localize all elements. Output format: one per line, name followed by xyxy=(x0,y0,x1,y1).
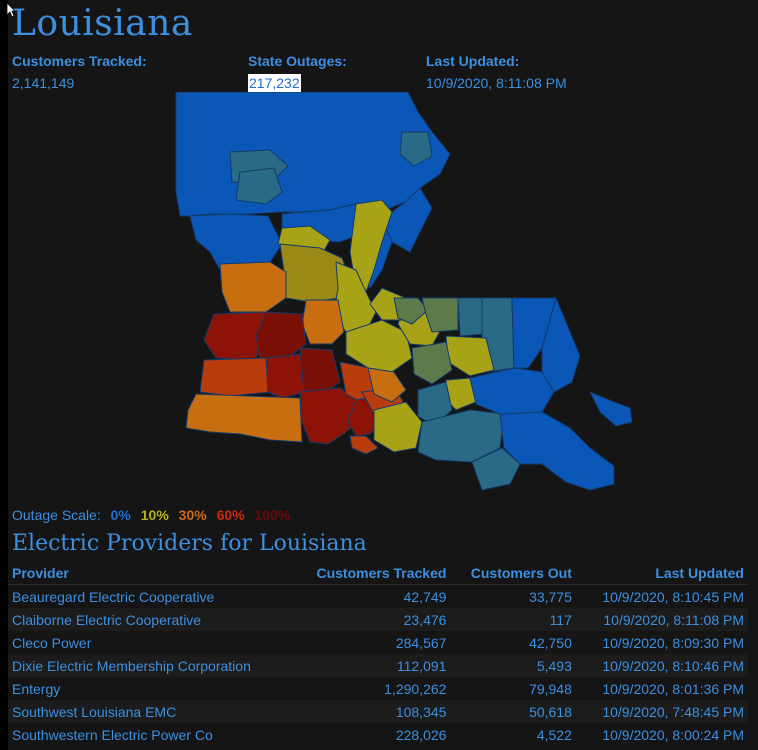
column-header-customers-tracked[interactable]: Customers Tracked xyxy=(291,562,451,585)
provider-name: Southwest Louisiana EMC xyxy=(8,700,292,723)
parish-region[interactable] xyxy=(265,353,307,399)
outage-scale-label: Outage Scale: xyxy=(12,507,101,523)
customers-tracked-label: Customers Tracked: xyxy=(12,53,147,69)
customers-out-cell: 42,750 xyxy=(529,634,572,651)
parish-region[interactable] xyxy=(421,297,459,333)
parish-region[interactable] xyxy=(588,391,633,427)
parish-region[interactable] xyxy=(373,401,423,453)
last-updated-cell: 10/9/2020, 8:00:24 PM xyxy=(602,726,744,743)
parish-region[interactable] xyxy=(349,199,393,293)
customers-tracked-cell: 228,026 xyxy=(395,726,447,743)
providers-heading: Electric Providers for Louisiana xyxy=(12,531,367,556)
table-row[interactable]: Beauregard Electric Cooperative 42,749 3… xyxy=(8,585,748,609)
provider-name: Southwestern Electric Power Co xyxy=(12,726,213,743)
parish-region[interactable] xyxy=(541,296,581,393)
parish-region[interactable] xyxy=(199,357,271,397)
scale-level-30: 30% xyxy=(178,507,207,523)
state-outages-label: State Outages: xyxy=(248,53,347,69)
state-outages-value[interactable]: 217,232 xyxy=(248,74,301,92)
customers-tracked-cell: 1,290,262 xyxy=(384,680,447,697)
customers-out-cell: 50,618 xyxy=(450,700,576,723)
customers-tracked-cell: 23,476 xyxy=(291,608,451,631)
last-updated-cell: 10/9/2020, 8:10:45 PM xyxy=(602,588,744,605)
customers-tracked-cell: 284,567 xyxy=(395,634,447,651)
scale-level-10: 10% xyxy=(140,507,169,523)
scale-level-0: 0% xyxy=(110,507,131,523)
parish-region[interactable] xyxy=(511,297,557,369)
customers-tracked-cell: 42,749 xyxy=(403,588,447,605)
parish-region[interactable] xyxy=(445,335,495,377)
customers-tracked-stat: Customers Tracked: 2,141,149 xyxy=(12,52,147,92)
parish-region[interactable] xyxy=(345,319,413,373)
last-updated-cell: 10/9/2020, 7:48:45 PM xyxy=(575,700,748,723)
last-updated-label: Last Updated: xyxy=(426,53,520,69)
parish-region[interactable] xyxy=(349,435,379,455)
parish-region[interactable] xyxy=(411,341,453,385)
last-updated-cell: 10/9/2020, 8:10:46 PM xyxy=(575,654,748,677)
providers-table: Provider Customers Tracked Customers Out… xyxy=(8,562,748,746)
last-updated-cell: 10/9/2020, 8:01:36 PM xyxy=(602,680,744,697)
customers-out-cell: 33,775 xyxy=(529,588,572,605)
provider-name: Dixie Electric Membership Corporation xyxy=(8,654,292,677)
last-updated-cell: 10/9/2020, 8:11:08 PM xyxy=(575,608,748,631)
customers-out-cell: 117 xyxy=(450,608,576,631)
provider-name: Cleco Power xyxy=(12,634,92,651)
table-row[interactable]: Southwest Louisiana EMC 108,345 50,618 1… xyxy=(8,700,748,723)
provider-name: Claiborne Electric Cooperative xyxy=(8,608,292,631)
parish-region[interactable] xyxy=(255,311,307,359)
table-row[interactable]: Dixie Electric Membership Corporation 11… xyxy=(8,654,748,677)
parish-region[interactable] xyxy=(235,167,283,205)
louisiana-outage-map[interactable] xyxy=(170,92,640,502)
table-header-row: Provider Customers Tracked Customers Out… xyxy=(8,562,748,585)
scale-level-100: 100% xyxy=(254,507,291,523)
parish-region[interactable] xyxy=(219,261,287,313)
column-header-last-updated[interactable]: Last Updated xyxy=(575,562,748,585)
table-row[interactable]: Southwestern Electric Power Co 228,026 4… xyxy=(8,723,748,746)
parish-region[interactable] xyxy=(393,297,429,325)
parish-region[interactable] xyxy=(499,411,615,491)
scale-level-60: 60% xyxy=(216,507,245,523)
table-row[interactable]: Claiborne Electric Cooperative 23,476 11… xyxy=(8,608,748,631)
parish-region[interactable] xyxy=(185,393,303,443)
column-header-provider[interactable]: Provider xyxy=(8,562,292,585)
provider-name: Entergy xyxy=(12,680,61,697)
last-updated-stat: Last Updated: 10/9/2020, 8:11:08 PM xyxy=(426,52,567,92)
page-title: Louisiana xyxy=(12,3,193,44)
customers-out-cell: 5,493 xyxy=(450,654,576,677)
last-updated-cell: 10/9/2020, 8:09:30 PM xyxy=(602,634,744,651)
outage-scale-legend: Outage Scale: 0% 10% 30% 60% 100% xyxy=(12,506,290,524)
last-updated-value: 10/9/2020, 8:11:08 PM xyxy=(426,75,567,91)
customers-tracked-cell: 112,091 xyxy=(291,654,451,677)
table-row[interactable]: Entergy 1,290,262 79,948 10/9/2020, 8:01… xyxy=(8,677,748,700)
parish-region[interactable] xyxy=(471,447,521,491)
column-header-customers-out[interactable]: Customers Out xyxy=(450,562,576,585)
window-edge xyxy=(0,0,8,750)
parish-region[interactable] xyxy=(399,131,433,167)
parish-region[interactable] xyxy=(301,299,345,345)
state-outages-stat: State Outages: 217,232 xyxy=(248,52,347,93)
customers-out-cell: 4,522 xyxy=(536,726,572,743)
customers-tracked-cell: 108,345 xyxy=(291,700,451,723)
customers-tracked-value: 2,141,149 xyxy=(12,75,75,91)
mouse-cursor-icon xyxy=(6,2,16,18)
table-row[interactable]: Cleco Power 284,567 42,750 10/9/2020, 8:… xyxy=(8,631,748,654)
parish-region[interactable] xyxy=(457,297,485,337)
provider-name: Beauregard Electric Cooperative xyxy=(12,588,215,605)
parish-region[interactable] xyxy=(367,367,407,403)
customers-out-cell: 79,948 xyxy=(529,680,572,697)
